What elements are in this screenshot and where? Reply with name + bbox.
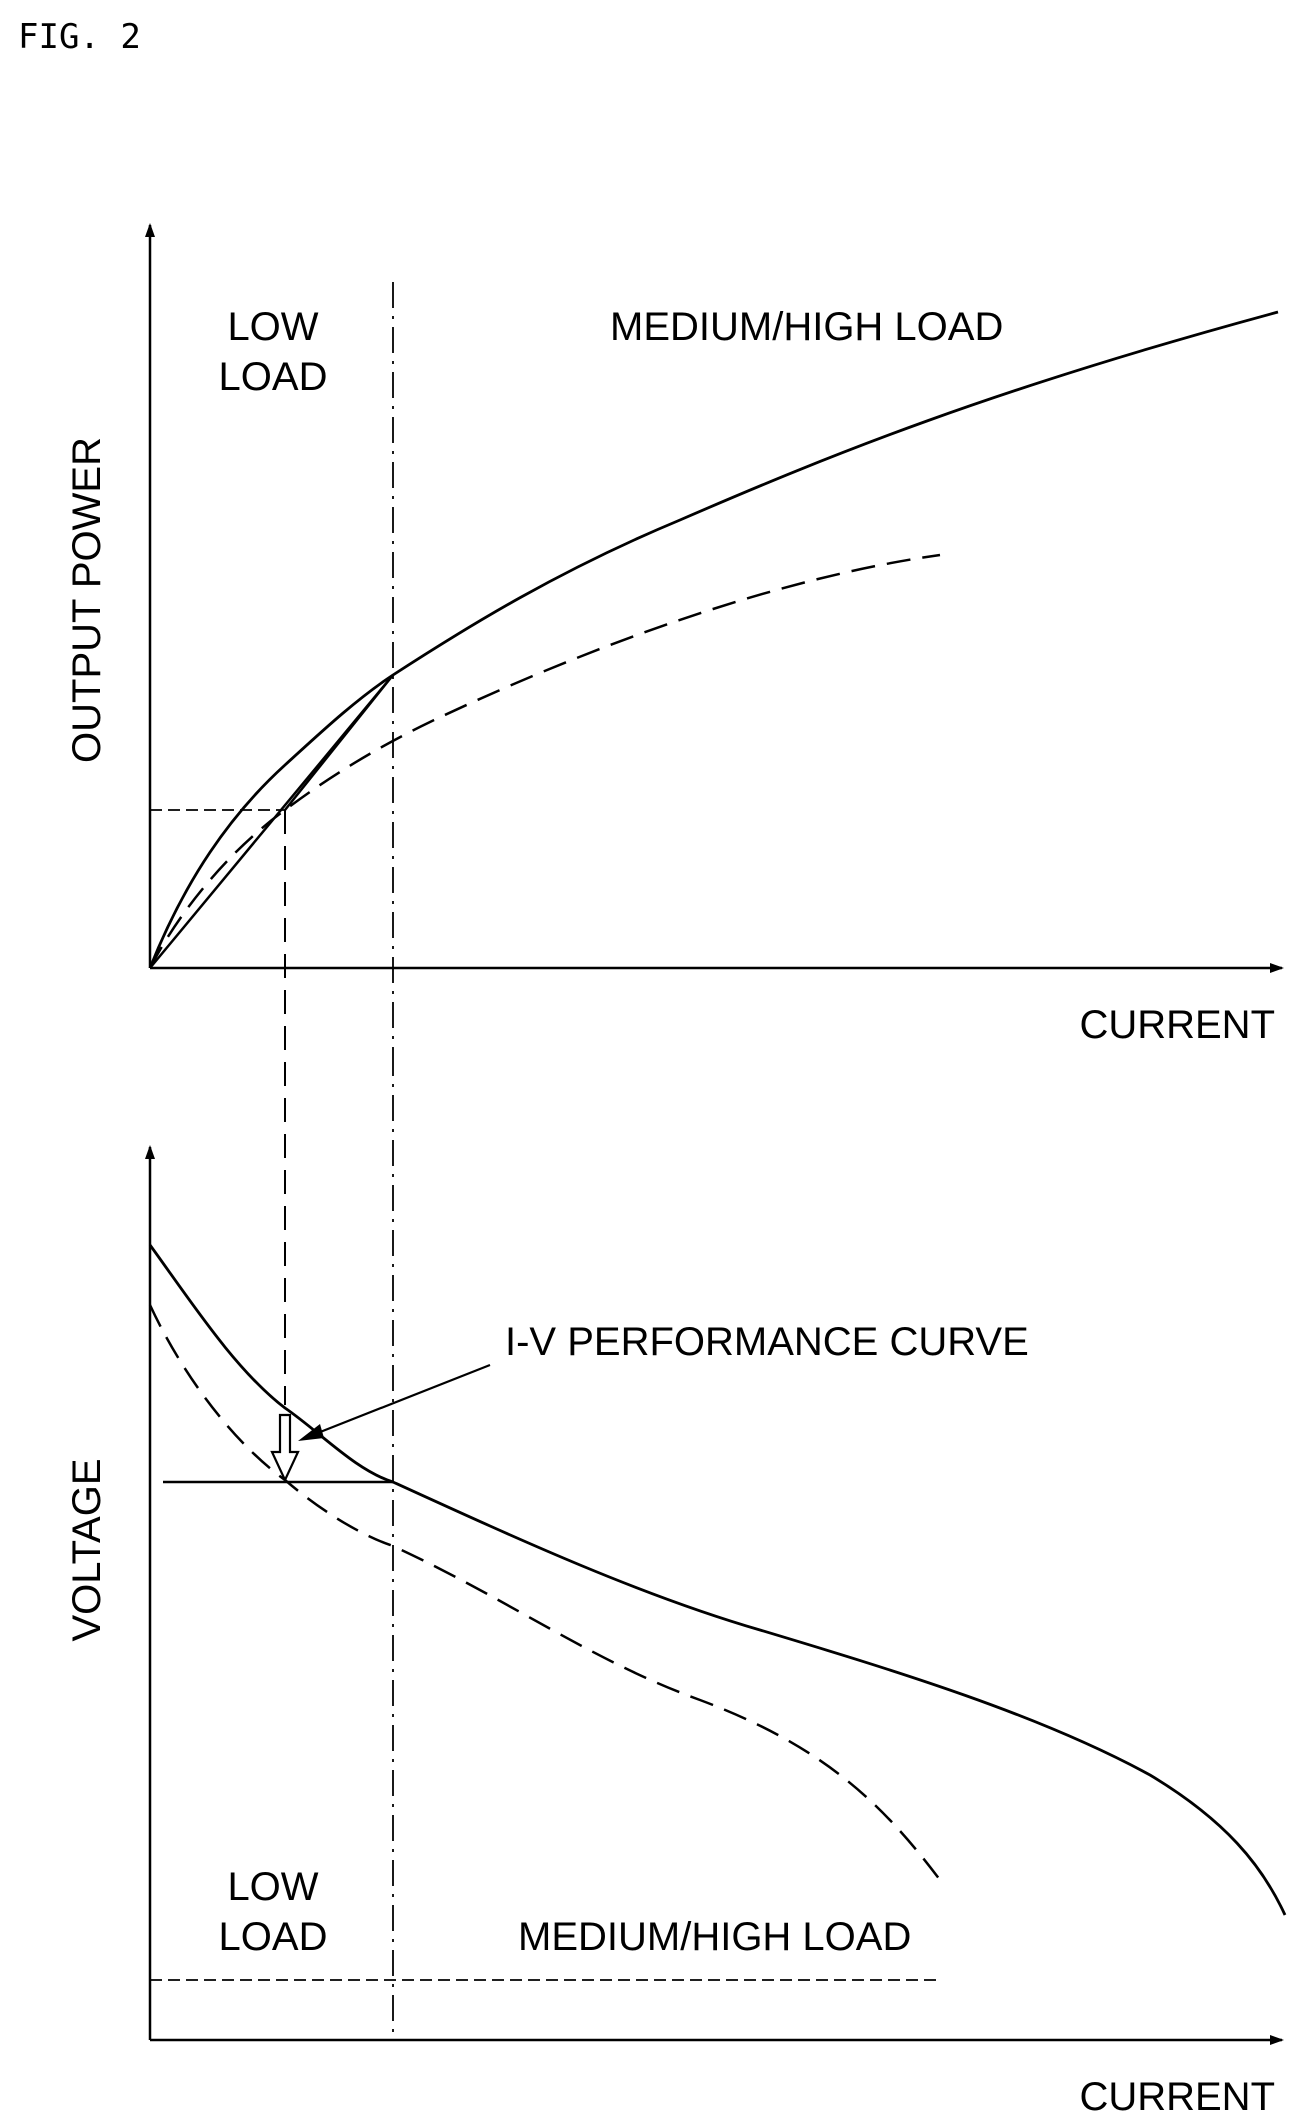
bottom-medium-high-load-label: MEDIUM/HIGH LOAD <box>518 1915 911 1959</box>
bottom-x-axis-label: CURRENT <box>1079 2075 1275 2119</box>
callout-arrowhead <box>298 1424 324 1441</box>
top-low-load-label-line1: LOW <box>227 305 318 349</box>
figure-label: FIG. 2 <box>18 17 141 57</box>
bottom-graph <box>145 1050 1287 2045</box>
top-chord-line-upper <box>284 674 394 811</box>
top-graph <box>145 223 1284 1405</box>
iv-performance-curve-callout: I-V PERFORMANCE CURVE <box>505 1320 1029 1364</box>
voltage-drop-arrow <box>270 1413 300 1483</box>
top-power-curve-dashed <box>148 553 941 969</box>
bottom-iv-curve-dashed <box>148 1304 941 1881</box>
bottom-y-axis-label: VOLTAGE <box>65 1458 109 1641</box>
top-medium-high-load-label: MEDIUM/HIGH LOAD <box>610 305 1003 349</box>
top-power-curve-solid <box>148 310 1279 969</box>
callout-leader <box>304 1363 491 1440</box>
top-x-axis-label: CURRENT <box>1079 1003 1275 1047</box>
bottom-low-load-label-line1: LOW <box>227 1865 318 1909</box>
bottom-low-load-label-line2: LOAD <box>219 1915 328 1959</box>
top-low-load-label-line2: LOAD <box>219 355 328 399</box>
bottom-iv-curve-solid <box>148 1244 1287 1916</box>
top-y-axis-label: OUTPUT POWER <box>65 437 109 763</box>
